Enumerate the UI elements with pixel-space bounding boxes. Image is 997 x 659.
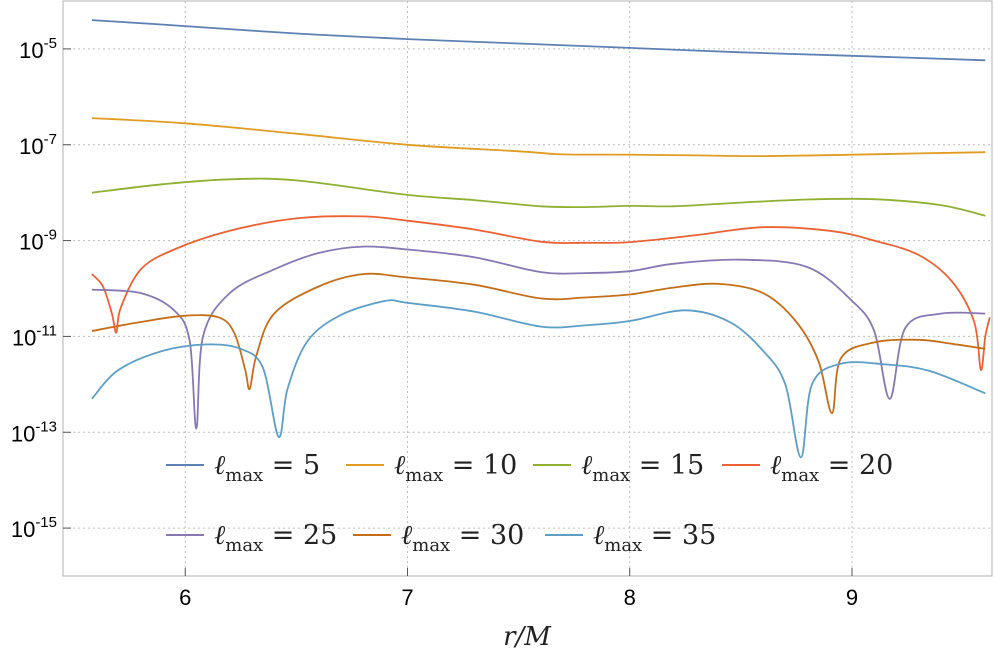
- grid: [63, 1, 992, 576]
- legend-label: ℓmax = 20: [770, 450, 893, 486]
- y-tick-label: 10-13: [11, 418, 57, 446]
- legend-label: ℓmax = 30: [401, 520, 524, 556]
- series-line: [91, 245, 986, 430]
- legend-label: ℓmax = 10: [394, 450, 517, 486]
- series-line: [91, 19, 986, 62]
- legend-label: ℓmax = 25: [214, 520, 337, 556]
- x-tick-label: 7: [401, 585, 413, 610]
- y-tick-label: 10-11: [12, 322, 57, 350]
- series-line: [91, 299, 986, 459]
- series-line: [91, 215, 991, 371]
- series-line: [91, 272, 986, 415]
- legend: ℓmax = 5 ℓmax = 10 ℓmax = 15 ℓmax = 20 ℓmax …: [166, 450, 893, 556]
- series-line: [91, 117, 986, 158]
- x-tick-label: 8: [624, 585, 636, 610]
- legend-label: ℓmax = 15: [581, 450, 704, 486]
- legend-label: ℓmax = 35: [593, 520, 716, 556]
- y-tick-label: 10-5: [19, 35, 57, 63]
- x-tick-label: 6: [179, 585, 191, 610]
- y-tick-label: 10-7: [19, 131, 57, 159]
- x-axis-title: r/M: [503, 622, 552, 652]
- legend-label: ℓmax = 5: [214, 450, 320, 486]
- x-tick-label: 9: [846, 585, 858, 610]
- series-lines: [91, 19, 991, 459]
- series-line: [91, 177, 986, 217]
- y-tick-label: 10-15: [11, 514, 57, 542]
- plot-frame: [62, 0, 993, 577]
- y-tick-label: 10-9: [19, 227, 57, 255]
- axis-ticks: 6 7 8 9 10-5 10-7 10-9 10-11 10-13 10-15: [11, 35, 858, 610]
